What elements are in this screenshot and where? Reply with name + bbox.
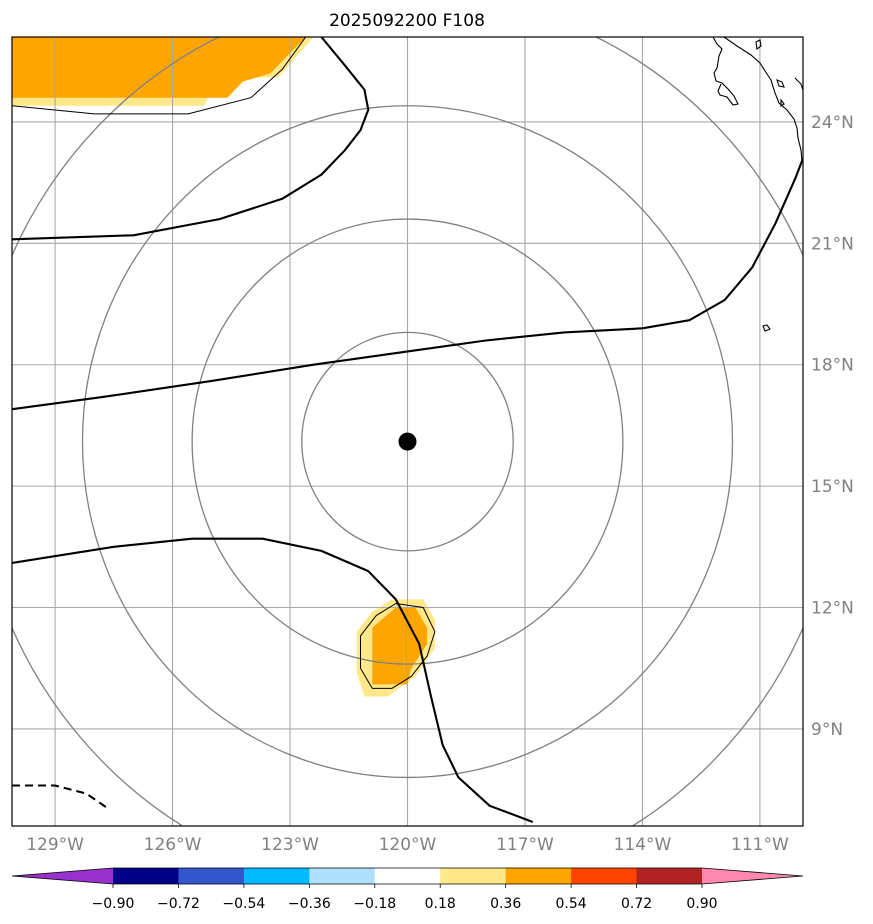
contour-line-3 [12,37,307,115]
colorbar-bin-0 [113,868,179,884]
gulf-island-3 [794,77,803,91]
baja-coastline [712,37,739,106]
colorbar-label-4: −0.18 [353,896,396,912]
contour-line-4 [360,603,436,689]
range-ring-1 [191,218,624,665]
colorbar-bin-7 [571,868,638,884]
colorbar-label-9: 0.90 [686,896,717,912]
contour-line-5 [12,784,111,811]
colorbar-under-extend [12,868,113,884]
colorbar-label-1: −0.72 [157,896,200,912]
colorbar-bin-5 [440,868,507,884]
lat-label-15: 15°N [811,477,854,497]
colorbar-label-8: 0.72 [621,896,652,912]
colorbar-bin-6 [505,868,572,884]
lon-label-117w: 117°W [496,835,554,855]
lat-label-9: 9°N [811,720,843,740]
filled-region-1 [12,37,306,98]
filled-contours [12,37,435,697]
storm-center-marker [398,432,417,451]
lon-label-129w: 129°W [26,835,84,855]
lon-label-114w: 114°W [614,835,672,855]
gulf-island-2 [776,79,785,88]
colorbar-tick-labels: −0.90 −0.72 −0.54 −0.36 −0.18 0.18 0.36 … [92,896,718,912]
contour-lines [12,37,803,823]
gulf-island-1 [755,39,762,50]
lon-label-111w: 111°W [731,835,789,855]
contour-line-1 [12,158,803,411]
lat-label-24: 24°N [811,113,854,133]
lat-label-12: 12°N [811,599,854,619]
colorbar-label-3: −0.36 [288,896,331,912]
colorbar-bin-3 [309,868,376,884]
lon-label-126w: 126°W [144,835,202,855]
colorbar-label-7: 0.54 [556,896,587,912]
chart-title: 2025092200 F108 [329,11,485,31]
coastline [712,37,803,332]
range-ring-2 [81,105,734,779]
colorbar-label-2: −0.54 [222,896,265,912]
colorbar-bin-8 [636,868,703,884]
colorbar-ticks [112,884,703,888]
mainland-coastline [723,37,803,163]
lat-label-21: 21°N [811,234,854,254]
colorbar: −0.90 −0.72 −0.54 −0.36 −0.18 0.18 0.36 … [11,867,804,912]
lat-lon-gridlines [12,37,803,826]
lat-label-18: 18°N [811,356,854,376]
colorbar-bin-2 [243,868,310,884]
colorbar-over-extend [702,868,803,884]
lon-label-123w: 123°W [261,835,319,855]
gulf-island-4 [780,98,785,108]
longitude-tick-labels: 129°W 126°W 123°W 120°W 117°W 114°W 111°… [26,835,789,855]
map-frame [11,36,804,827]
colorbar-bin-1 [178,868,245,884]
colorbar-label-5: 0.18 [425,896,456,912]
contour-line-0 [12,37,370,241]
colorbar-label-0: −0.90 [92,896,135,912]
lon-label-120w: 120°W [379,835,437,855]
colorbar-bins [113,868,703,884]
range-rings [12,37,803,826]
range-ring-0 [301,331,514,552]
revillagigedo-island [762,324,771,332]
colorbar-bin-4 [374,868,441,884]
colorbar-label-6: 0.36 [490,896,521,912]
filled-region-3 [372,607,428,685]
latitude-tick-labels: 9°N 12°N 15°N 18°N 21°N 24°N [811,113,854,740]
map-content [12,37,803,826]
contour-line-2 [12,537,534,823]
